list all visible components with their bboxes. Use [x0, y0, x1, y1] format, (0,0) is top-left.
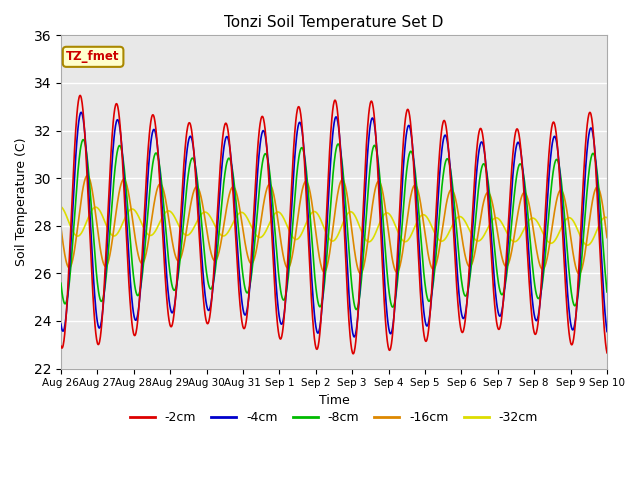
-8cm	[179, 228, 187, 234]
-8cm	[57, 280, 65, 286]
-16cm	[490, 210, 498, 216]
-32cm	[179, 229, 186, 235]
Line: -16cm: -16cm	[61, 176, 607, 274]
-2cm	[539, 254, 547, 260]
-2cm	[76, 93, 84, 98]
-4cm	[603, 329, 611, 335]
-8cm	[539, 276, 547, 282]
-8cm	[79, 137, 87, 143]
-4cm	[57, 321, 65, 327]
Line: -32cm: -32cm	[61, 206, 607, 245]
Legend: -2cm, -4cm, -8cm, -16cm, -32cm: -2cm, -4cm, -8cm, -16cm, -32cm	[125, 406, 543, 429]
Y-axis label: Soil Temperature (C): Soil Temperature (C)	[15, 138, 28, 266]
-8cm	[352, 307, 360, 312]
-32cm	[584, 242, 591, 248]
-4cm	[240, 310, 248, 316]
Text: TZ_fmet: TZ_fmet	[67, 50, 120, 63]
-2cm	[419, 327, 427, 333]
-32cm	[538, 228, 546, 234]
-16cm	[603, 235, 611, 240]
-16cm	[539, 266, 547, 272]
Line: -2cm: -2cm	[61, 96, 607, 354]
-4cm	[77, 109, 85, 115]
-4cm	[539, 266, 547, 272]
-4cm	[419, 304, 427, 310]
-8cm	[166, 265, 173, 271]
-4cm	[351, 334, 358, 340]
-16cm	[166, 221, 173, 227]
-8cm	[491, 247, 499, 252]
-32cm	[165, 208, 173, 214]
-16cm	[57, 224, 65, 230]
-2cm	[603, 350, 611, 356]
-32cm	[603, 215, 611, 221]
-4cm	[179, 199, 187, 205]
-32cm	[57, 204, 65, 209]
-16cm	[179, 248, 187, 254]
-2cm	[240, 325, 248, 331]
-8cm	[419, 265, 427, 271]
-32cm	[419, 212, 426, 218]
-16cm	[84, 173, 92, 179]
-2cm	[179, 179, 187, 184]
X-axis label: Time: Time	[319, 394, 349, 407]
-16cm	[575, 271, 583, 276]
Line: -8cm: -8cm	[61, 140, 607, 310]
-32cm	[239, 210, 247, 216]
-2cm	[166, 320, 173, 325]
Line: -4cm: -4cm	[61, 112, 607, 337]
-16cm	[419, 216, 427, 222]
-2cm	[57, 343, 65, 349]
-32cm	[490, 216, 498, 222]
-2cm	[349, 351, 357, 357]
Title: Tonzi Soil Temperature Set D: Tonzi Soil Temperature Set D	[224, 15, 444, 30]
-8cm	[603, 289, 611, 295]
-4cm	[166, 300, 173, 306]
-16cm	[240, 232, 248, 238]
-8cm	[240, 279, 248, 285]
-4cm	[491, 281, 499, 287]
-2cm	[491, 302, 499, 308]
